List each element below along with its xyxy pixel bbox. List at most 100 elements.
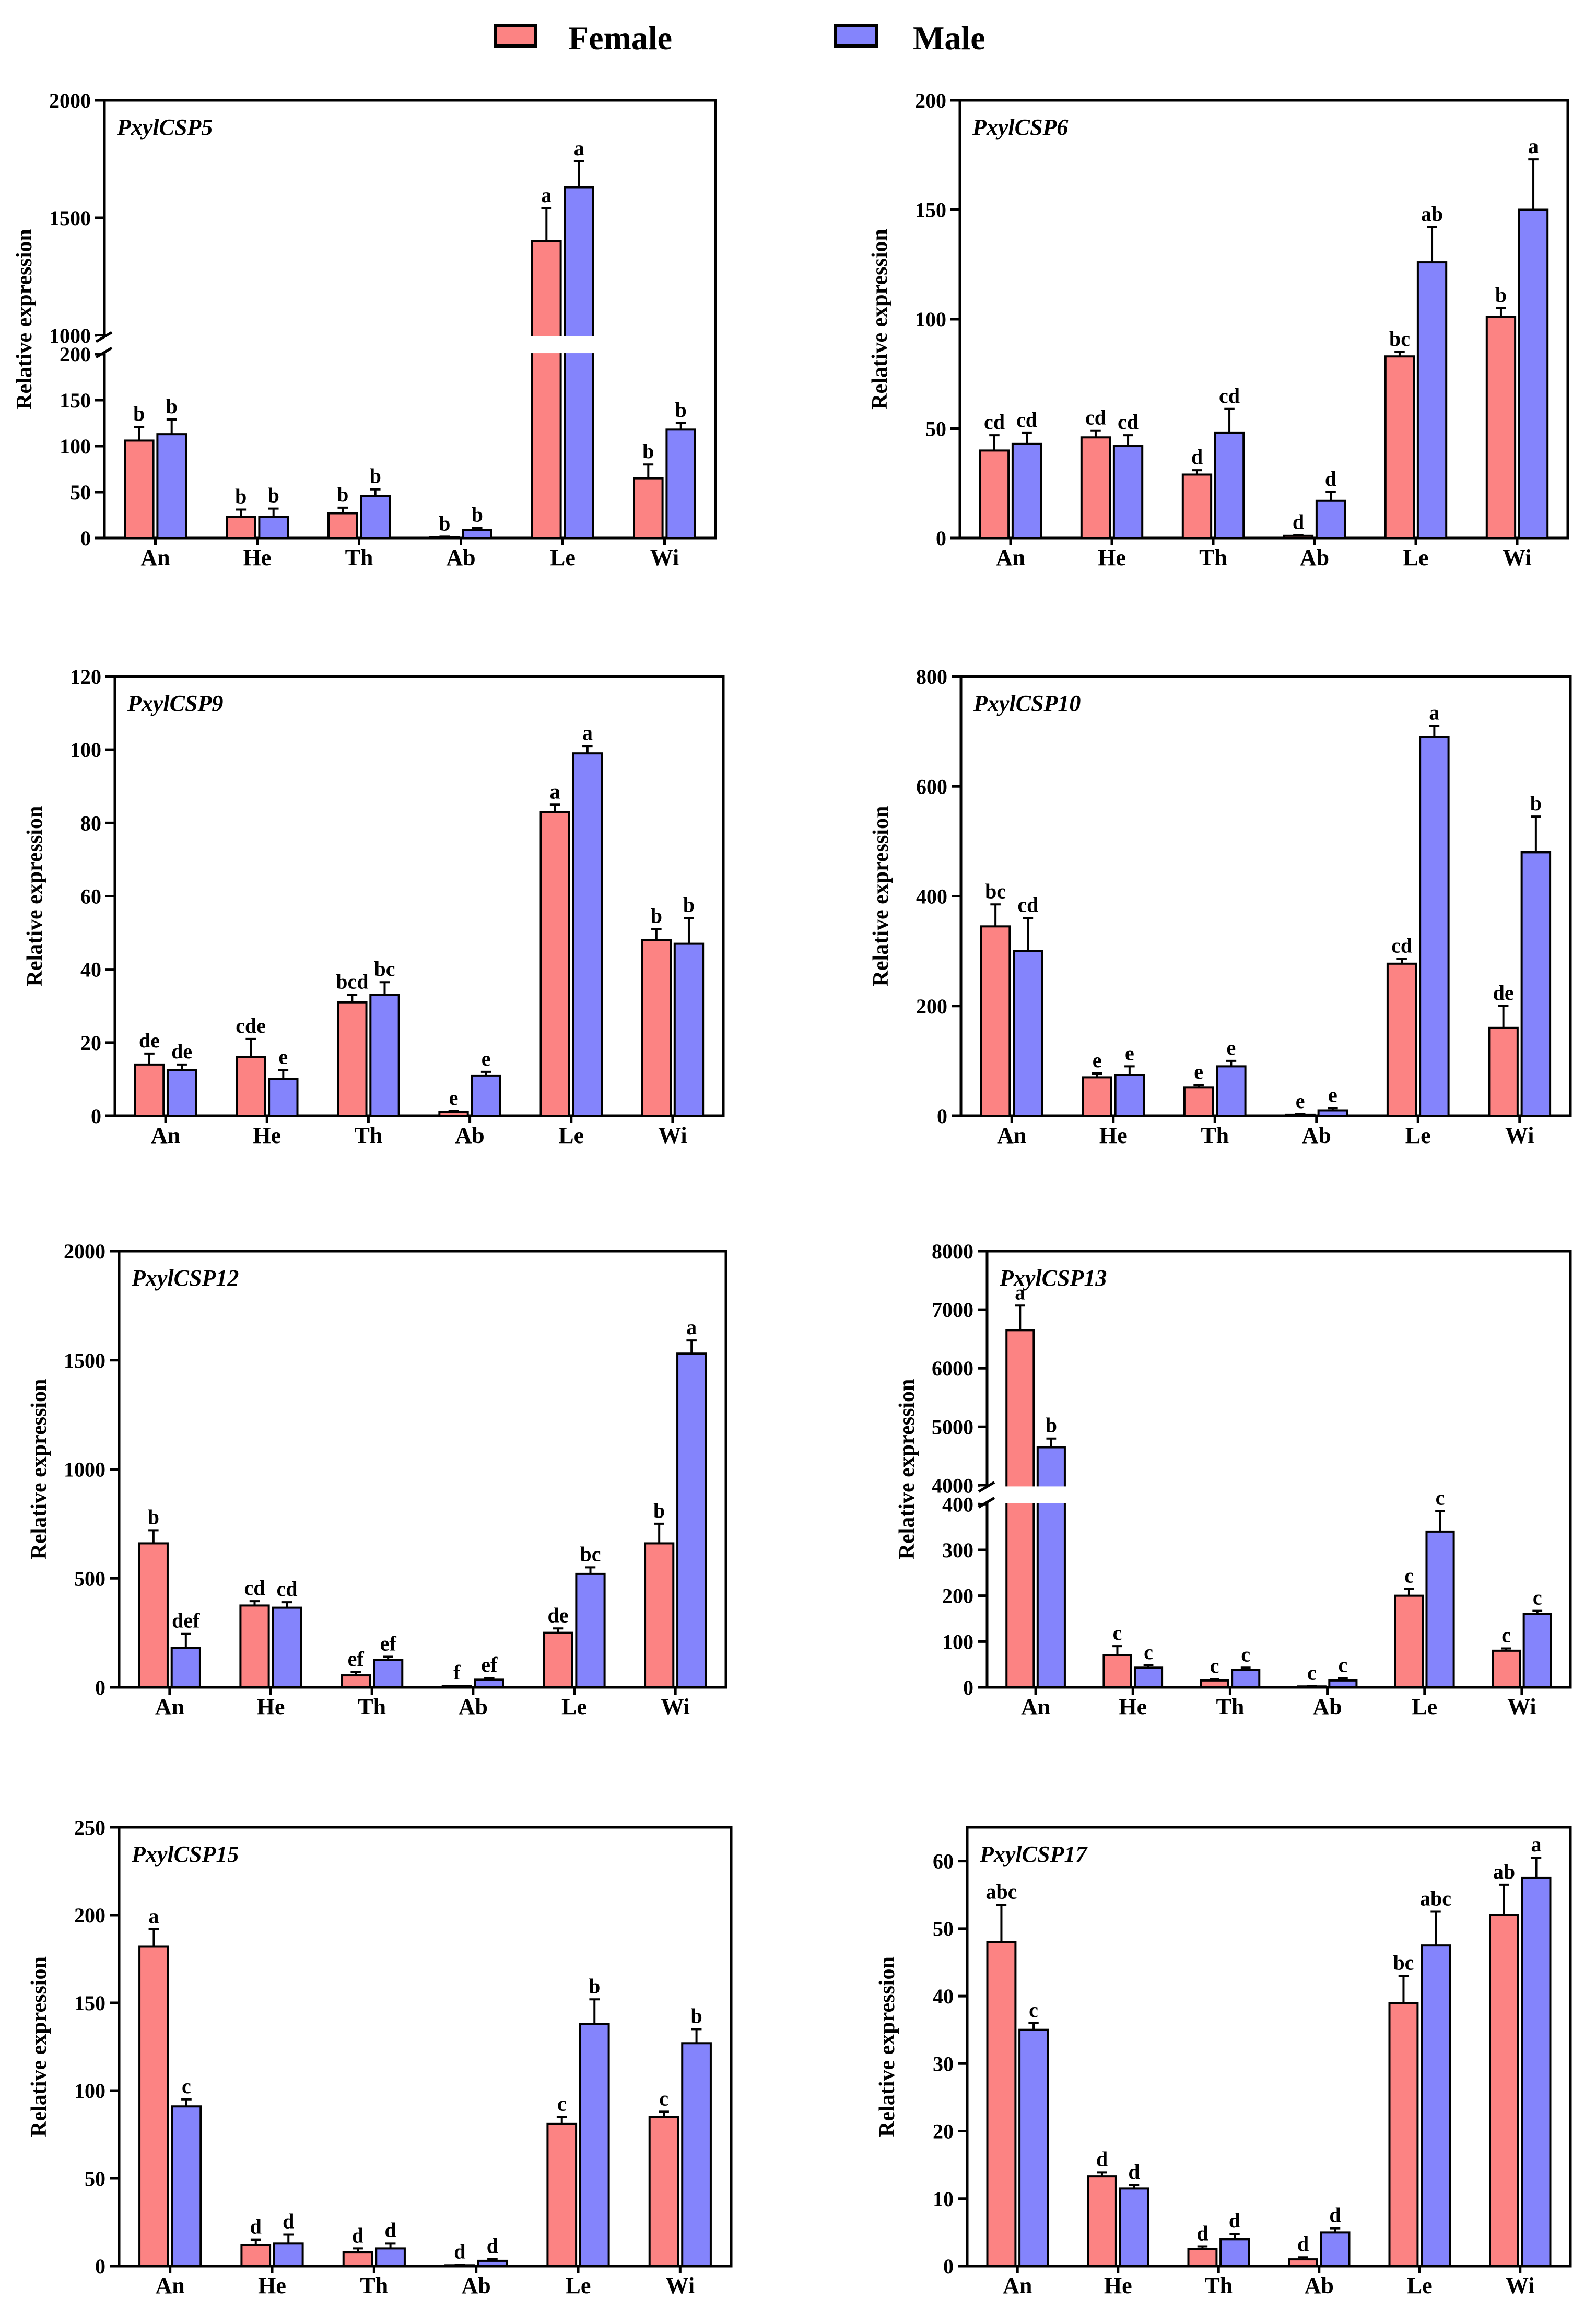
significance-letter: c [1307, 1661, 1317, 1684]
significance-letter: e [482, 1047, 491, 1070]
x-tick-label: Le [1405, 1123, 1431, 1148]
x-tick-label: Wi [650, 545, 679, 570]
bar-male-he [1112, 445, 1144, 540]
significance-letter: d [1128, 2160, 1140, 2184]
bar-female-he [1080, 436, 1111, 540]
y-tick-label: 80 [80, 811, 101, 835]
y-axis-label: Relative expression [875, 1956, 899, 2137]
significance-letter: b [651, 904, 662, 928]
significance-letter: ef [348, 1647, 365, 1671]
legend-swatch-male [834, 24, 878, 48]
plot-frame [118, 1250, 727, 1689]
y-tick-label: 200 [74, 1904, 105, 1927]
y-tick-label: 0 [95, 1676, 105, 1699]
bar-female-le [531, 240, 562, 539]
significance-letter: c [1533, 1586, 1542, 1609]
x-tick-label: Le [1403, 545, 1429, 570]
plot-frame [113, 675, 725, 1117]
x-tick-label: An [1021, 1694, 1050, 1720]
legend-label-female: Female [568, 19, 672, 56]
bar-male-wi [665, 428, 697, 540]
chart-title: PxylCSP5 [116, 114, 213, 140]
significance-letter: cd [1085, 406, 1106, 429]
y-axis-label: Relative expression [895, 1379, 919, 1560]
significance-letter: a [1528, 134, 1539, 158]
significance-letter: b [337, 483, 348, 506]
y-tick-label: 100 [942, 1630, 973, 1653]
significance-letter: def [172, 1609, 200, 1632]
significance-letter: c [557, 2092, 567, 2115]
y-tick-label: 0 [936, 527, 946, 550]
y-tick-label: 50 [925, 417, 946, 441]
y-tick-label: 20 [933, 2120, 954, 2143]
bar-female-an [980, 925, 1011, 1117]
significance-letter: d [1191, 445, 1203, 469]
legend: Female Male [494, 19, 985, 56]
bar-female-th [327, 512, 358, 540]
bar-male-th [369, 994, 400, 1117]
y-tick-label: 800 [916, 665, 947, 689]
chart-title: PxylCSP17 [979, 1841, 1088, 1867]
chart-panel-8: 0 10 20 30 40 50 60 PxylCSP17 Relative expressio… [875, 1826, 1572, 2299]
bar-female-he [236, 1056, 266, 1117]
y-tick-label: 0 [91, 1104, 101, 1128]
bar-female-le [543, 1631, 573, 1688]
bar-female-an [138, 1542, 169, 1688]
x-tick-label: Le [1407, 2273, 1433, 2299]
y-tick-label: 400 [942, 1492, 973, 1516]
significance-letter: d [283, 2210, 294, 2233]
significance-letter: de [171, 1040, 192, 1063]
y-axis-label: Relative expression [869, 806, 893, 987]
x-tick-label: Th [1216, 1694, 1245, 1720]
significance-letter: e [1296, 1089, 1305, 1113]
y-tick-label: 5000 [932, 1415, 973, 1439]
y-tick-label: 7000 [932, 1298, 973, 1322]
bar-female-th [342, 2251, 373, 2268]
x-tick-label: Th [358, 1694, 386, 1720]
significance-letter: b [166, 394, 178, 418]
bar-male-th [1214, 431, 1245, 539]
axis-break-mark [978, 1481, 995, 1493]
bar-female-le [1388, 2002, 1419, 2267]
y-tick-label: 0 [95, 2255, 105, 2278]
significance-letter: ef [380, 1632, 397, 1655]
bar-male-ab [462, 529, 493, 540]
significance-letter: ab [1421, 202, 1443, 226]
plot-frame [985, 1250, 1572, 1689]
plot-frame [959, 675, 1572, 1117]
y-tick-label: 4000 [932, 1474, 973, 1497]
significance-letter: d [487, 2234, 498, 2258]
y-axis-label: Relative expression [23, 806, 47, 987]
bar-male-le [1419, 736, 1450, 1117]
x-tick-label: Wi [666, 2273, 695, 2299]
significance-letter: a [686, 1315, 697, 1339]
bar-male-ab [474, 1678, 504, 1688]
x-tick-label: Ab [1305, 2273, 1334, 2299]
y-tick-label: 200 [60, 343, 91, 366]
bar-female-th [1200, 1679, 1229, 1688]
significance-letter: a [1531, 1833, 1542, 1856]
bar-female-le [539, 811, 570, 1117]
y-tick-label: 1000 [49, 324, 91, 347]
significance-letter: b [439, 511, 450, 535]
significance-letter: b [653, 1499, 665, 1522]
bar-male-ab [1320, 2231, 1351, 2268]
y-axis-label: Relative expression [27, 1956, 51, 2137]
significance-letter: ef [481, 1653, 498, 1676]
legend-swatch-female [494, 24, 537, 48]
y-tick-label: 50 [933, 1917, 954, 1941]
significance-letter: bc [1389, 327, 1410, 351]
bar-male-wi [1518, 208, 1549, 539]
plot-frame [958, 99, 1569, 540]
bar-female-he [240, 2244, 272, 2268]
x-tick-label: He [1119, 1694, 1147, 1720]
axis-break-mark [978, 1497, 995, 1509]
chart-panel-5: 0 500 1000 1500 2000 PxylCSP12 Relative expres… [27, 1240, 727, 1720]
chart-title: PxylCSP10 [973, 691, 1081, 716]
y-tick-label: 400 [916, 885, 947, 908]
y-tick-label: 100 [70, 738, 101, 762]
significance-letter: c [1436, 1486, 1445, 1509]
bar-male-an [171, 2105, 202, 2267]
x-tick-label: Ab [459, 1694, 488, 1720]
